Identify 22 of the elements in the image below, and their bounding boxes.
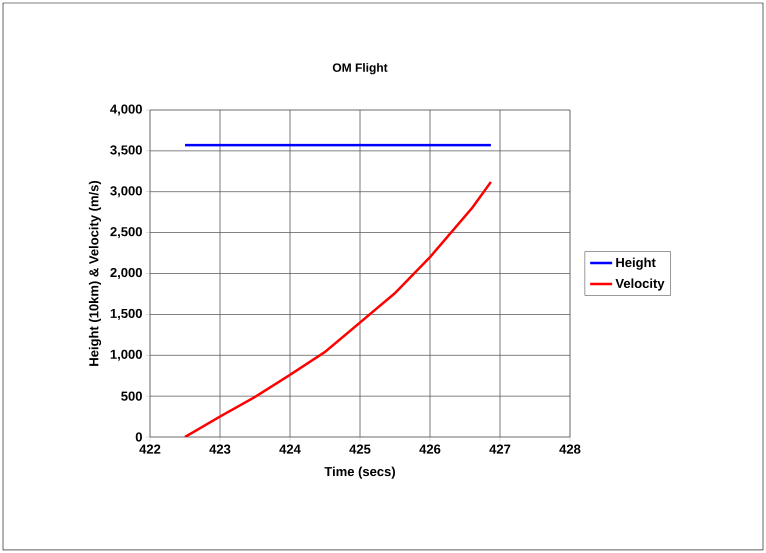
y-axis-title: Height (10km) & Velocity (m/s) xyxy=(88,180,102,366)
y-tick-label: 1,000 xyxy=(110,350,142,361)
y-tick-label: 2,000 xyxy=(110,268,142,280)
legend-label: Height xyxy=(616,258,656,270)
y-tick-label: 3,000 xyxy=(110,186,142,198)
chart-title: OM Flight xyxy=(332,63,388,74)
y-tick-label: 1,500 xyxy=(110,308,142,320)
y-tick-label: 4,000 xyxy=(110,104,142,116)
x-tick-label: 427 xyxy=(489,444,510,454)
legend-label: Velocity xyxy=(615,278,664,291)
x-tick-label: 423 xyxy=(209,444,230,454)
x-axis-title: Time (secs) xyxy=(324,466,395,479)
line-series xyxy=(184,180,492,437)
y-tick-label: 2,500 xyxy=(110,227,142,238)
x-tick-label: 426 xyxy=(419,444,440,454)
x-tick-label: 425 xyxy=(349,444,370,454)
y-tick-label: 3,500 xyxy=(110,145,142,156)
y-tick-label: 0 xyxy=(136,432,142,442)
x-tick-label: 424 xyxy=(279,444,301,454)
x-tick-label: 428 xyxy=(559,444,580,454)
x-tick-label: 422 xyxy=(139,444,160,454)
y-tick-label: 500 xyxy=(121,392,142,401)
